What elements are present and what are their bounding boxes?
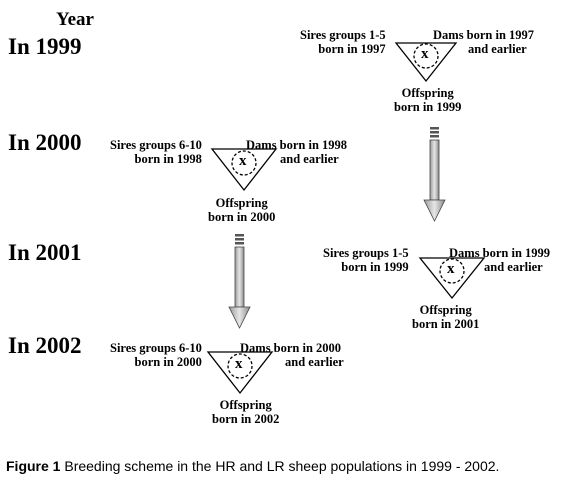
year-label-2001: In 2001: [8, 240, 82, 265]
year-column-header: Year: [56, 9, 94, 30]
mating-triangle-2001: [418, 257, 486, 300]
offspring-label-2000: Offspring born in 2000: [208, 196, 276, 224]
offspring-label-2001: Offspring born in 2001: [412, 303, 480, 331]
sires-label-2002: Sires groups 6-10 born in 2000: [110, 341, 202, 369]
year-label-1999: In 1999: [8, 34, 82, 59]
arrow-2000-to-2002: [228, 234, 251, 329]
figure-caption-label: Figure 1: [6, 458, 61, 474]
cross-symbol-2002: x: [235, 356, 243, 372]
cross-circle-2002: [227, 353, 253, 379]
cross-circle-2000: [231, 150, 257, 176]
cross-circle-1999: [413, 43, 439, 69]
mating-triangle-1999: [394, 42, 458, 83]
figure-caption: Figure 1 Breeding scheme in the HR and L…: [6, 458, 499, 474]
year-label-2002: In 2002: [8, 333, 82, 358]
cross-symbol-2000: x: [239, 153, 247, 169]
dams-label-1999: Dams born in 1997 and earlier: [433, 28, 535, 56]
sires-label-2000: Sires groups 6-10 born in 1998: [110, 138, 202, 166]
dams-label-2000: Dams born in 1998 and earlier: [246, 138, 348, 166]
mating-triangle-2002: [206, 351, 274, 395]
mating-triangle-2000: [210, 148, 278, 192]
dams-label-2002: Dams born in 2000 and earlier: [240, 341, 344, 369]
figure-caption-text: Breeding scheme in the HR and LR sheep p…: [60, 458, 500, 474]
offspring-label-1999: Offspring born in 1999: [394, 86, 462, 114]
year-label-2000: In 2000: [8, 130, 82, 155]
offspring-label-2002: Offspring born in 2002: [212, 398, 280, 426]
cross-symbol-1999: x: [421, 46, 429, 62]
cross-symbol-2001: x: [447, 261, 455, 277]
sires-label-1999: Sires groups 1-5 born in 1997: [300, 28, 386, 56]
cross-circle-2001: [439, 258, 465, 284]
sires-label-2001: Sires groups 1-5 born in 1999: [323, 246, 409, 274]
dams-label-2001: Dams born in 1999 and earlier: [449, 246, 551, 274]
arrow-1999-to-2001: [423, 127, 446, 222]
